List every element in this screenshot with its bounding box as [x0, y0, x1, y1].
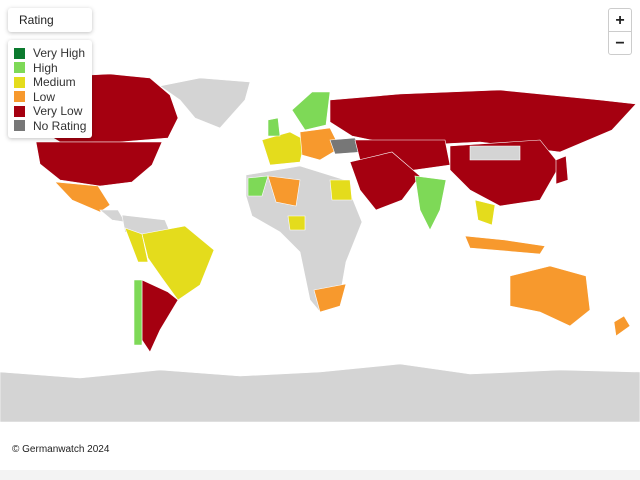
- footer-strip: [0, 470, 640, 480]
- legend-item[interactable]: Low: [14, 90, 92, 105]
- mexico: [54, 181, 111, 213]
- south-africa: [313, 283, 347, 313]
- mongolia: [469, 145, 521, 161]
- australia: [509, 265, 591, 327]
- indonesia: [464, 235, 546, 255]
- legend-label: Very High: [33, 46, 86, 61]
- europe-central: [299, 127, 341, 161]
- legend-label: No Rating: [33, 118, 87, 133]
- legend-item[interactable]: Very Low: [14, 104, 92, 119]
- peru: [124, 227, 149, 263]
- egypt: [329, 179, 353, 201]
- legend-label: Medium: [33, 75, 76, 90]
- credit: © Germanwatch 2024: [12, 444, 110, 455]
- usa: [35, 141, 163, 187]
- legend-swatch: [14, 91, 25, 103]
- legend-item[interactable]: High: [14, 61, 92, 76]
- legend-label: High: [33, 60, 58, 75]
- greenland: [159, 77, 251, 129]
- nigeria: [287, 215, 306, 231]
- middle-east: [349, 151, 421, 211]
- legend-label: Low: [33, 89, 56, 104]
- europe-west: [261, 131, 306, 166]
- legend-swatch: [14, 105, 25, 117]
- scandinavia: [291, 91, 331, 131]
- legend-label: Very Low: [33, 104, 83, 119]
- new-zealand: [613, 315, 631, 337]
- russia: [329, 89, 637, 153]
- legend-swatch: [14, 47, 25, 59]
- uk: [267, 117, 281, 137]
- zoom-out[interactable]: −: [608, 31, 632, 55]
- southeast-asia: [474, 199, 496, 226]
- algeria: [267, 175, 301, 207]
- antarctica: [0, 363, 640, 423]
- legend-item[interactable]: Medium: [14, 75, 92, 90]
- india: [414, 175, 447, 231]
- legend-swatch: [14, 120, 25, 132]
- central-america: [99, 209, 126, 223]
- legend-swatch: [14, 62, 25, 74]
- legend-swatch: [14, 76, 25, 88]
- brazil: [141, 225, 215, 301]
- legend-item[interactable]: Very High: [14, 46, 92, 61]
- legend-item[interactable]: No Rating: [14, 119, 92, 134]
- chile: [133, 279, 143, 346]
- japan: [555, 155, 569, 185]
- zoom-in[interactable]: +: [608, 8, 632, 32]
- morocco: [247, 175, 269, 197]
- legend: Very High High Medium Low Very Low No Rating: [8, 40, 92, 138]
- legend-title: Rating: [8, 8, 92, 32]
- world-map: [0, 73, 640, 423]
